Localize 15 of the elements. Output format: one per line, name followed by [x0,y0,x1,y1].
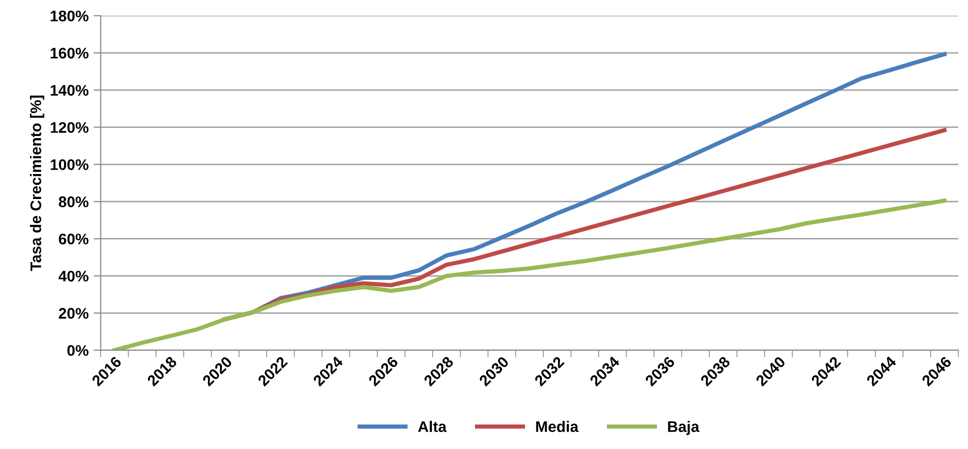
y-tick-label: 160% [50,48,88,59]
y-tick-label: 0% [67,345,88,356]
line-series [112,198,947,350]
y-tick-label: 60% [58,234,88,244]
legend-label: Alta [418,420,447,432]
y-tick-label: 100% [50,159,88,170]
y-tick-label: 40% [58,270,88,282]
legend-label: Baja [668,420,700,436]
y-tick-label: 80% [58,196,88,208]
y-axis-title: Tasa de Crecimiento [%] [30,96,44,271]
y-tick-label: 180% [50,10,88,22]
y-tick-label: 140% [50,84,88,96]
legend-label: Media [536,420,579,432]
y-tick-label: 20% [58,308,88,319]
y-tick-label: 120% [50,122,88,133]
